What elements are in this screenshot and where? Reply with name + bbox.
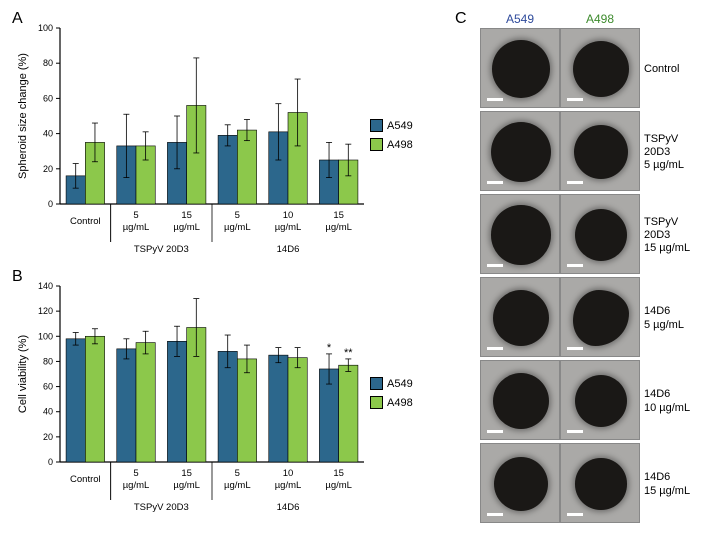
svg-text:5: 5 [235, 468, 240, 479]
svg-text:100: 100 [38, 23, 53, 33]
svg-text:5: 5 [133, 210, 138, 221]
svg-text:µg/mL: µg/mL [173, 480, 200, 491]
scale-bar [567, 98, 583, 101]
svg-text:TSPyV 20D3: TSPyV 20D3 [134, 244, 189, 255]
spheroid-image [560, 360, 640, 440]
svg-text:Spheroid size change (%): Spheroid size change (%) [17, 53, 29, 179]
scale-bar [487, 181, 503, 184]
svg-text:µg/mL: µg/mL [224, 222, 251, 233]
svg-text:µg/mL: µg/mL [123, 222, 150, 233]
spheroid-image [560, 194, 640, 274]
panel-label-b: B [12, 268, 23, 286]
row-label: 14D65 µg/mL [644, 277, 705, 360]
svg-text:5: 5 [235, 210, 240, 221]
row-label: 14D615 µg/mL [644, 443, 705, 526]
legend-b: A549 A498 [370, 377, 413, 409]
svg-text:Control: Control [70, 216, 101, 227]
panel-label-c: C [455, 10, 467, 28]
svg-text:0: 0 [48, 457, 53, 467]
svg-text:40: 40 [43, 407, 53, 417]
svg-text:15: 15 [181, 468, 192, 479]
scale-bar [567, 264, 583, 267]
svg-text:14D6: 14D6 [277, 244, 300, 255]
svg-text:µg/mL: µg/mL [123, 480, 150, 491]
svg-text:µg/mL: µg/mL [275, 222, 302, 233]
scale-bar [567, 347, 583, 350]
scale-bar [567, 181, 583, 184]
scale-bar [487, 347, 503, 350]
panel-label-a: A [12, 10, 23, 28]
svg-text:20: 20 [43, 432, 53, 442]
svg-text:15: 15 [333, 468, 344, 479]
column-header-a549: A549 [480, 12, 560, 28]
svg-text:*: * [327, 342, 332, 354]
spheroid-image [560, 28, 640, 108]
svg-text:140: 140 [38, 281, 53, 291]
scale-bar [487, 264, 503, 267]
spheroid-image [560, 277, 640, 357]
svg-text:µg/mL: µg/mL [325, 222, 352, 233]
spheroid-image [480, 277, 560, 357]
spheroid-image [560, 443, 640, 523]
scale-bar [567, 513, 583, 516]
svg-text:5: 5 [133, 468, 138, 479]
legend-a498: A498 [387, 139, 413, 151]
scale-bar [487, 513, 503, 516]
image-column [480, 28, 560, 526]
panel-c: C A549 A498 ControlTSPyV 20D35 µg/mLTSPy… [445, 10, 705, 526]
legend-a: A549 A498 [370, 119, 413, 151]
column-header-a498: A498 [560, 12, 640, 28]
legend-a498: A498 [387, 397, 413, 409]
svg-text:80: 80 [43, 58, 53, 68]
scale-bar [487, 98, 503, 101]
svg-text:µg/mL: µg/mL [325, 480, 352, 491]
svg-text:60: 60 [43, 93, 53, 103]
spheroid-image [480, 360, 560, 440]
svg-text:10: 10 [283, 468, 294, 479]
scale-bar [567, 430, 583, 433]
svg-text:10: 10 [283, 210, 294, 221]
spheroid-image [560, 111, 640, 191]
svg-text:µg/mL: µg/mL [173, 222, 200, 233]
scale-bar [487, 430, 503, 433]
svg-text:120: 120 [38, 306, 53, 316]
legend-a549: A549 [387, 120, 413, 132]
row-label: Control [644, 28, 705, 111]
svg-text:**: ** [344, 347, 353, 359]
panel-a: A 0 20 40 60 80 100 Spheroid size change (%) TS… [10, 10, 430, 260]
svg-text:60: 60 [43, 382, 53, 392]
svg-text:0: 0 [48, 199, 53, 209]
svg-text:14D6: 14D6 [277, 502, 300, 513]
svg-text:15: 15 [333, 210, 344, 221]
svg-text:80: 80 [43, 356, 53, 366]
svg-text:40: 40 [43, 129, 53, 139]
svg-text:µg/mL: µg/mL [275, 480, 302, 491]
legend-a549: A549 [387, 378, 413, 390]
svg-text:Control: Control [70, 474, 101, 485]
spheroid-image [480, 194, 560, 274]
row-label: TSPyV 20D35 µg/mL [644, 111, 705, 194]
svg-text:µg/mL: µg/mL [224, 480, 251, 491]
spheroid-image [480, 443, 560, 523]
spheroid-image [480, 111, 560, 191]
svg-text:TSPyV 20D3: TSPyV 20D3 [134, 502, 189, 513]
image-column [560, 28, 640, 526]
panel-b: B 0 20 40 60 80 100 120 140 Cell viability (%) TS… [10, 268, 430, 518]
svg-text:20: 20 [43, 164, 53, 174]
svg-text:Cell viability (%): Cell viability (%) [17, 335, 29, 413]
spheroid-image [480, 28, 560, 108]
svg-text:100: 100 [38, 331, 53, 341]
chart-a: 0 20 40 60 80 100 Spheroid size change (%) TSPy… [10, 10, 370, 260]
chart-b: 0 20 40 60 80 100 120 140 Cell viability (%) TSPy… [10, 268, 370, 518]
row-label: TSPyV 20D315 µg/mL [644, 194, 705, 277]
row-label: 14D610 µg/mL [644, 360, 705, 443]
svg-text:15: 15 [181, 210, 192, 221]
